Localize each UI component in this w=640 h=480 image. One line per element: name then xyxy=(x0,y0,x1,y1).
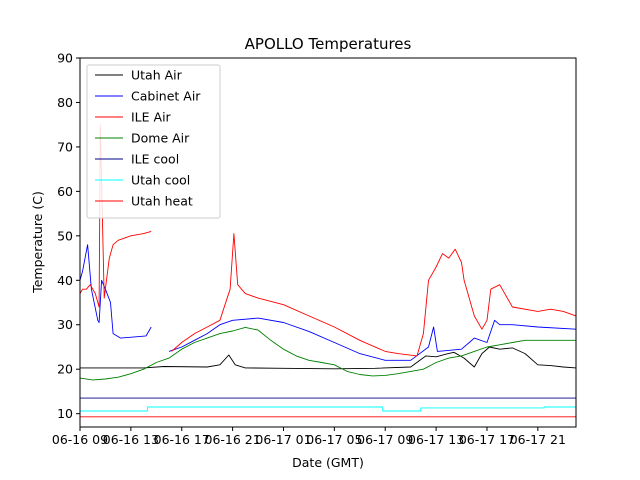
series-line-utah-air xyxy=(80,346,577,370)
legend-label: Dome Air xyxy=(131,131,190,146)
legend-label: Cabinet Air xyxy=(131,89,201,104)
legend-label: ILE cool xyxy=(131,152,179,167)
y-tick-label: 80 xyxy=(57,95,73,110)
legend-label: Utah heat xyxy=(131,194,193,209)
y-tick-label: 50 xyxy=(57,228,73,243)
series-line-cabinet-air xyxy=(79,244,577,361)
y-tick-label: 40 xyxy=(57,273,73,288)
legend: Utah Air Cabinet Air ILE Air Dome Air ILE co… xyxy=(86,64,221,219)
y-tick-label: 60 xyxy=(57,184,73,199)
series-line-utah-cool xyxy=(80,406,576,412)
x-tick-label: 06-17 09 xyxy=(357,432,413,447)
series-line-dome-air xyxy=(79,326,576,381)
x-tick-label: 06-16 17 xyxy=(154,432,210,447)
x-axis-label: Date (GMT) xyxy=(292,455,364,470)
chart-title: APOLLO Temperatures xyxy=(245,35,412,53)
legend-label: Utah Air xyxy=(131,68,183,83)
x-tick-label: 06-16 09 xyxy=(52,432,108,447)
y-tick-label: 70 xyxy=(57,139,73,154)
y-axis: 10 20 30 40 50 60 70 80 90 xyxy=(57,51,80,421)
y-tick-label: 10 xyxy=(57,406,73,421)
y-tick-label: 30 xyxy=(57,317,73,332)
x-tick-label: 06-17 21 xyxy=(510,432,566,447)
series-line-ile-air xyxy=(79,124,577,357)
x-tick-label: 06-16 21 xyxy=(205,432,261,447)
legend-label: Utah cool xyxy=(131,173,190,188)
x-tick-label: 06-17 13 xyxy=(408,432,464,447)
legend-label: ILE Air xyxy=(131,110,172,125)
x-tick-label: 06-17 17 xyxy=(459,432,515,447)
x-tick-label: 06-17 01 xyxy=(255,432,311,447)
y-axis-label: Temperature (C) xyxy=(30,191,45,294)
y-tick-label: 90 xyxy=(57,51,73,66)
x-tick-label: 06-17 05 xyxy=(306,432,362,447)
plot-frame xyxy=(79,57,577,428)
x-tick-label: 06-16 13 xyxy=(103,432,159,447)
y-tick-label: 20 xyxy=(57,362,73,377)
series-layer xyxy=(79,124,577,418)
